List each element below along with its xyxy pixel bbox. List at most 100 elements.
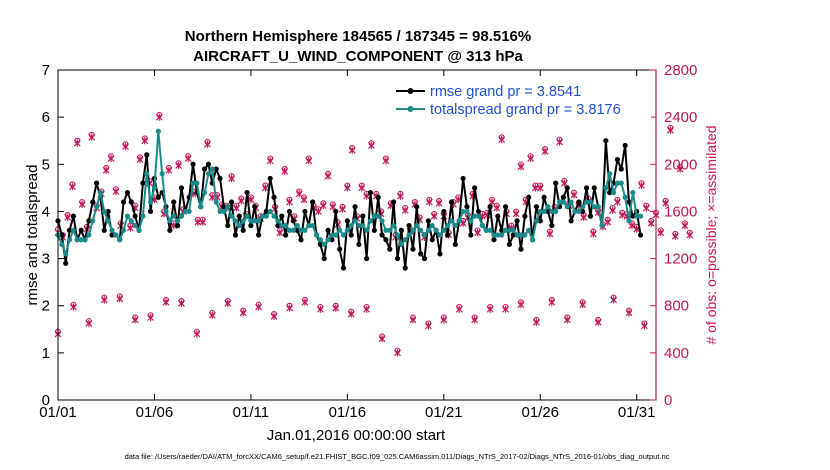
rmse-point (464, 204, 470, 210)
rmse-point (364, 255, 370, 262)
rmse-point (495, 213, 501, 219)
rmse-point (387, 246, 393, 252)
rmse-point (514, 218, 520, 224)
spread-point (564, 204, 570, 210)
spread-point (506, 227, 512, 233)
spread-point (487, 227, 493, 233)
assimilated-obs-marker (570, 191, 578, 199)
rmse-point (445, 232, 451, 238)
rmse-point (232, 232, 239, 238)
rmse-point (410, 246, 416, 252)
spread-point (391, 222, 397, 229)
assimilated-obs-marker (228, 174, 236, 183)
spread-point (74, 237, 80, 243)
rmse-point (128, 199, 134, 205)
y-axis-left: 0 1 2 3 4 5 6 7 (42, 62, 64, 409)
assimilated-obs-marker (184, 154, 192, 162)
spread-point (290, 227, 296, 233)
y2-tick-label: 1200 (664, 251, 697, 268)
spread-point (325, 237, 331, 243)
assimilated-obs-marker (579, 300, 587, 309)
assimilated-obs-marker (286, 304, 293, 312)
spread-point (545, 204, 551, 210)
assimilated-obs-marker (676, 165, 684, 173)
spread-point (140, 213, 146, 219)
spread-point (113, 232, 119, 238)
spread-point (448, 218, 455, 224)
spread-point (198, 204, 204, 210)
rmse-point (421, 255, 428, 262)
assimilated-obs-marker (300, 196, 308, 204)
spread-point (306, 222, 312, 229)
rmse-point (63, 260, 69, 266)
spread-point (252, 218, 258, 224)
assimilated-obs-marker (560, 179, 568, 187)
assimilated-obs-marker (316, 305, 324, 313)
rmse-point (545, 208, 551, 215)
legend-box (391, 81, 651, 118)
spread-point (271, 213, 277, 219)
chart-title-line2: AIRCRAFT_U_WIND_COMPONENT @ 313 hPa (193, 48, 523, 65)
assimilated-obs-marker (141, 137, 149, 145)
rmse-point (391, 199, 397, 205)
assimilated-obs-marker (662, 199, 670, 207)
spread-point (421, 232, 428, 238)
spread-point (171, 213, 177, 219)
legend-spread-marker (407, 106, 414, 112)
spread-point (333, 232, 339, 238)
rmse-point (213, 166, 219, 172)
assimilated-obs-marker (532, 318, 540, 326)
spread-point (587, 199, 594, 205)
spread-point (402, 237, 408, 243)
rmse-point (171, 199, 177, 205)
assimilated-obs-marker (486, 305, 494, 313)
assimilated-obs-marker (517, 163, 525, 171)
y2-tick-label: 2000 (664, 156, 697, 173)
spread-point (468, 218, 474, 224)
assimilated-obs-marker (425, 198, 433, 206)
rmse-point (317, 241, 323, 248)
spread-point (460, 208, 466, 215)
assimilated-obs-marker (147, 313, 155, 322)
spread-point (537, 208, 543, 215)
assimilated-obs-marker (295, 190, 303, 198)
rmse-point (101, 227, 107, 233)
spread-point (144, 171, 150, 177)
spread-point (464, 208, 470, 215)
rmse-point (607, 189, 613, 196)
rmse-point (522, 213, 528, 219)
x-tick-label: 01/21 (425, 404, 463, 421)
rmse-point (329, 237, 335, 243)
assimilated-obs-marker (378, 335, 386, 343)
spread-point (580, 204, 586, 210)
assimilated-obs-marker (493, 204, 501, 212)
rmse-point (205, 161, 212, 167)
spread-point (329, 232, 335, 238)
assimilated-obs-marker (394, 349, 401, 357)
assimilated-obs-marker (136, 155, 144, 164)
assimilated-obs-marker (162, 298, 170, 306)
rmse-point (591, 185, 597, 191)
spread-point (167, 218, 173, 224)
spread-point (317, 237, 323, 243)
spread-point (433, 227, 439, 233)
y-tick-label: 2 (42, 298, 50, 315)
spread-point (437, 232, 443, 238)
spread-point (610, 189, 617, 196)
rmse-point (286, 208, 293, 215)
assimilated-obs-marker (266, 157, 274, 165)
spread-point (82, 237, 88, 243)
y2-tick-label: 1600 (664, 203, 697, 220)
y-tick-label: 5 (42, 156, 50, 173)
spread-point (59, 241, 65, 248)
assimilated-obs-marker (116, 295, 124, 303)
rmse-point (626, 199, 632, 205)
assimilated-obs-marker (237, 197, 245, 205)
spread-point (105, 218, 111, 224)
rmse-point (78, 227, 84, 233)
rmse-point (583, 185, 590, 191)
rmse-point (448, 199, 455, 205)
rmse-point (618, 166, 624, 172)
spread-point (360, 222, 366, 229)
y2-tick-label: 0 (664, 392, 672, 409)
